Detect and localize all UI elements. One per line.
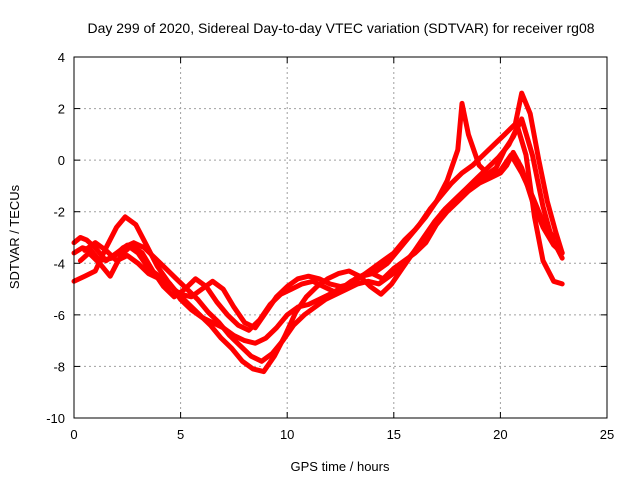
x-tick-label-1: 5: [177, 427, 184, 442]
y-tick-label-0: -10: [46, 411, 65, 426]
x-axis-label: GPS time / hours: [291, 459, 390, 474]
series-line-5: [82, 100, 557, 331]
x-tick-label-4: 20: [493, 427, 507, 442]
series-layer: [71, 90, 565, 375]
y-tick-label-3: -4: [53, 256, 65, 271]
tick-layer: 0 5 10 15 20 25 -10 -8 -6 -4 -2 0 2 4: [46, 50, 614, 442]
plot-frame: [73, 56, 608, 419]
series-line-2: [71, 116, 565, 364]
y-tick-label-4: -2: [53, 205, 65, 220]
y-tick-label-1: -8: [53, 359, 65, 374]
y-tick-label-2: -6: [53, 308, 65, 323]
y-tick-label-7: 4: [58, 50, 65, 65]
x-tick-label-2: 10: [280, 427, 294, 442]
x-tick-label-5: 25: [600, 427, 614, 442]
y-axis-label: SDTVAR / TECUs: [7, 184, 22, 289]
x-tick-label-0: 0: [70, 427, 77, 442]
series-line-3: [71, 124, 565, 375]
chart-title: Day 299 of 2020, Sidereal Day-to-day VTE…: [87, 20, 594, 36]
series-line-4: [77, 90, 565, 333]
y-tick-label-5: 0: [58, 153, 65, 168]
y-tick-label-6: 2: [58, 102, 65, 117]
x-tick-label-3: 15: [387, 427, 401, 442]
grid-layer: [74, 57, 607, 418]
